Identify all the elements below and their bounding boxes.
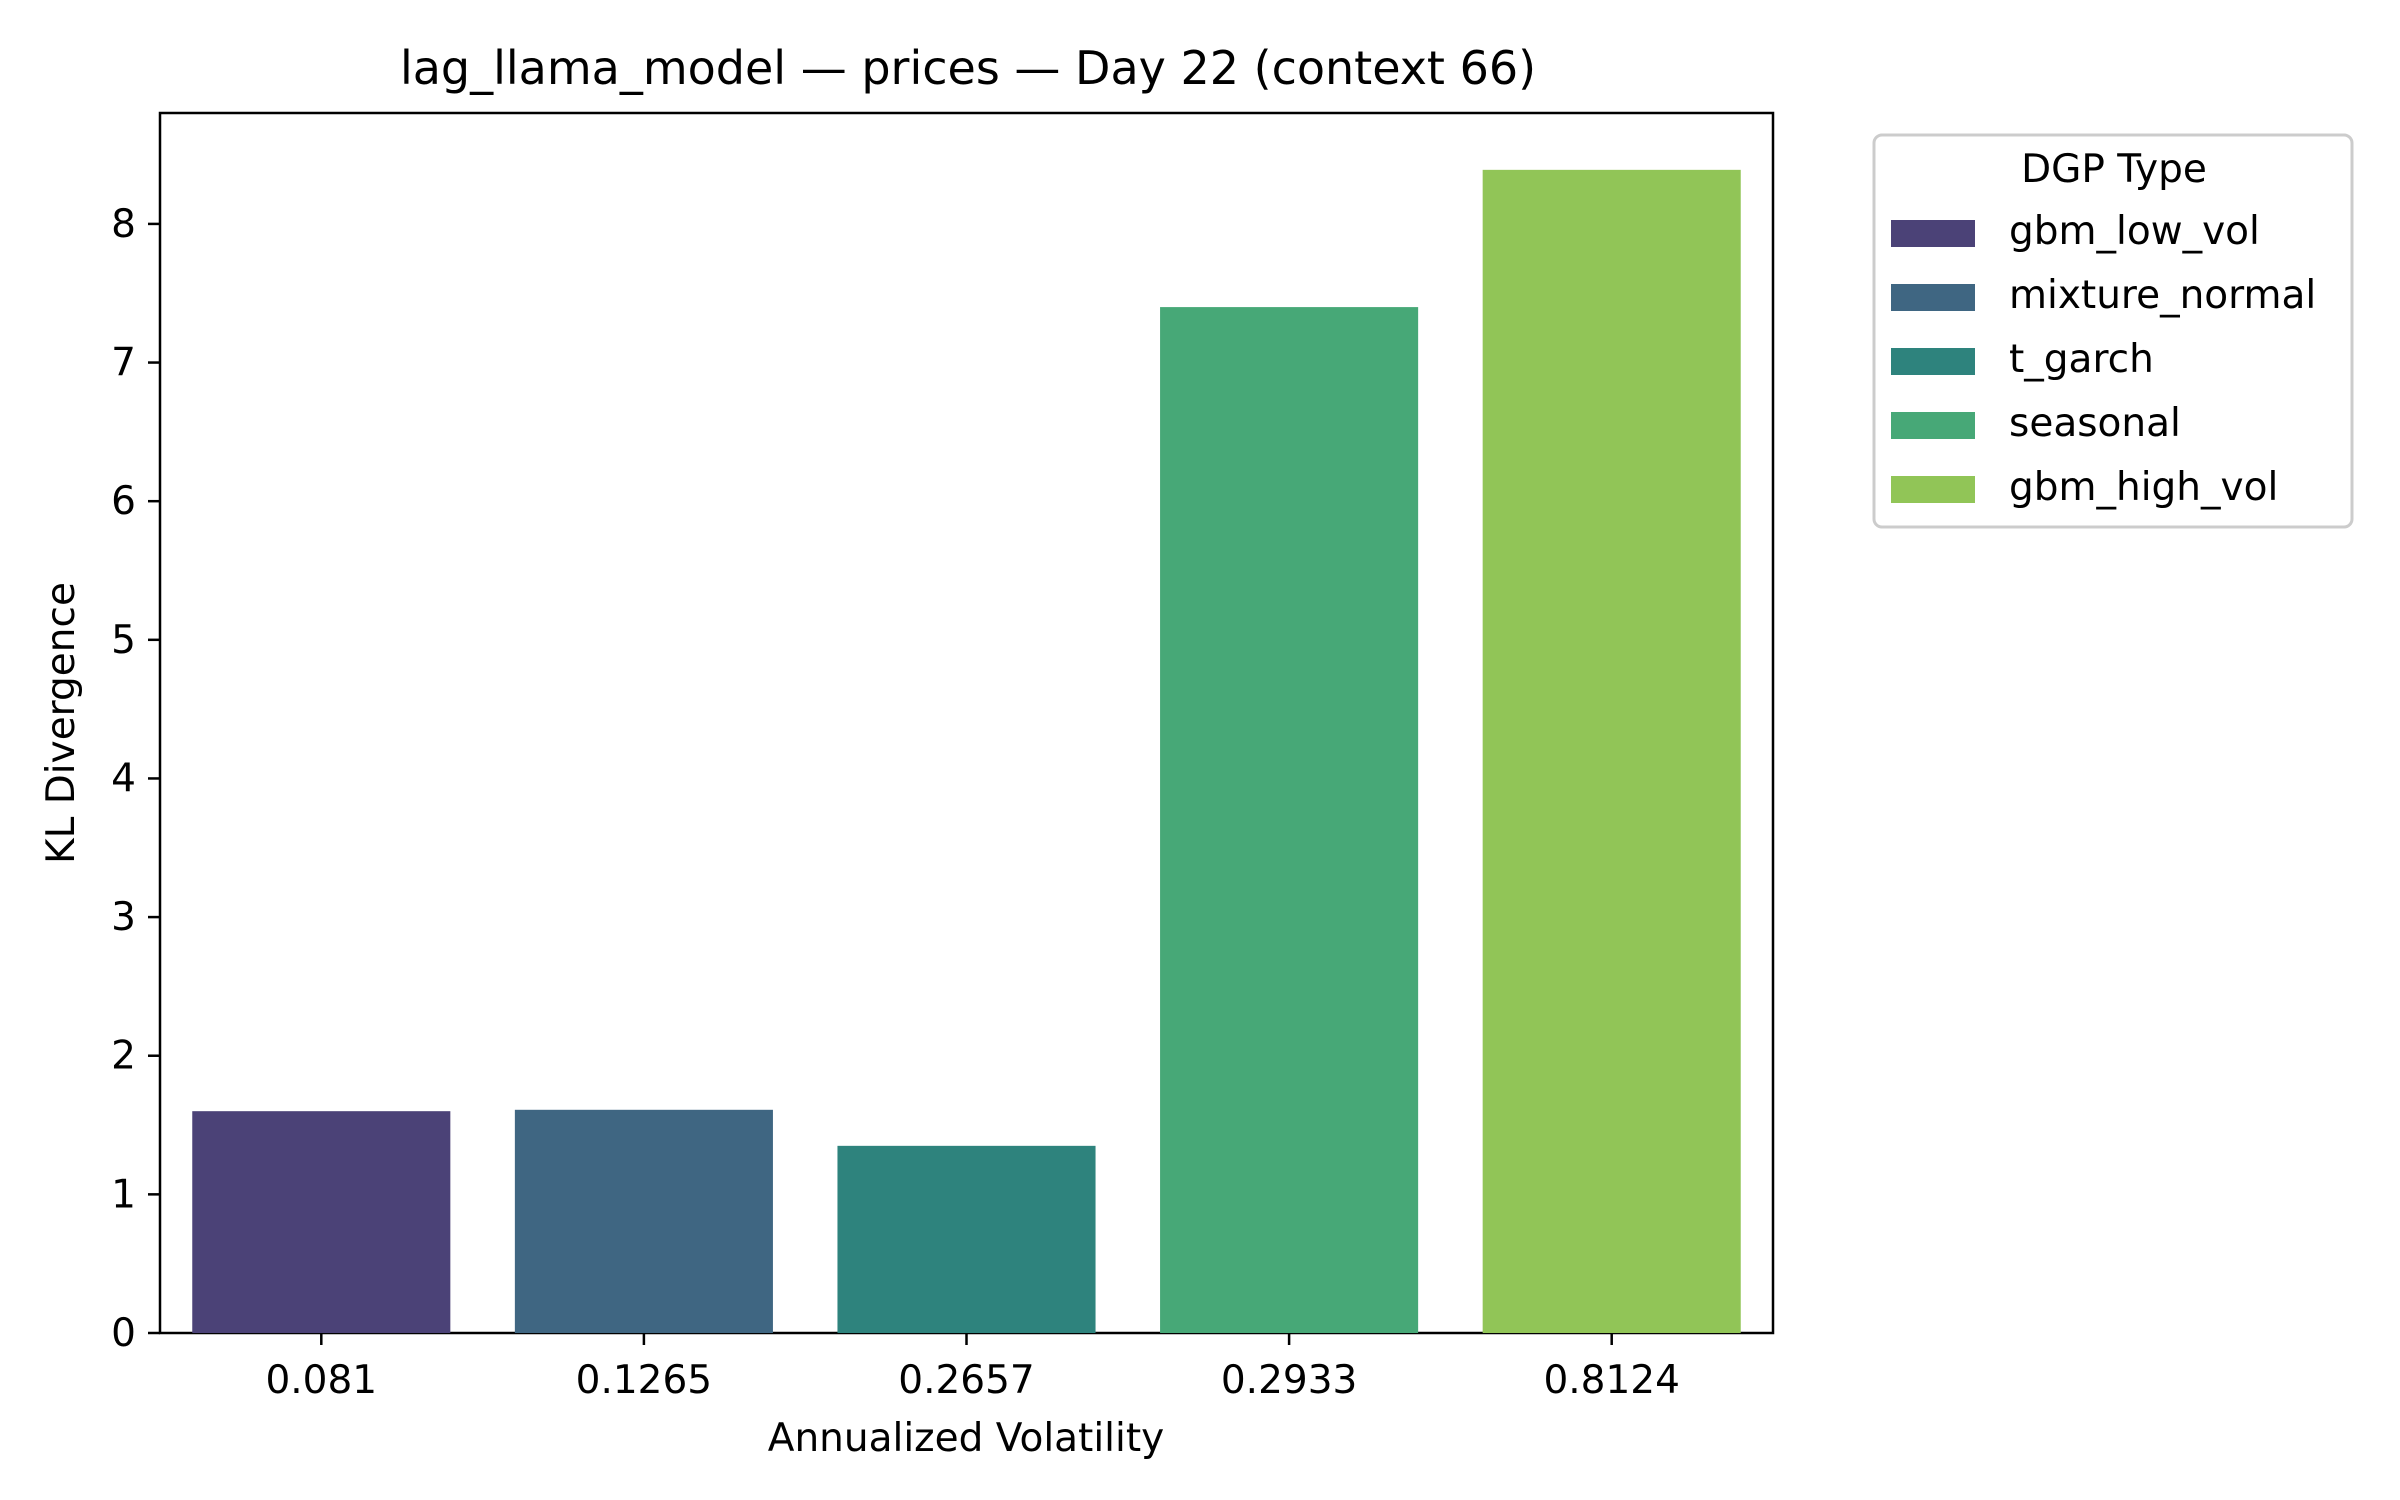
y-axis: 0 1 2 3 4 5 6 7 8: [111, 202, 160, 1356]
legend-label-t-garch: t_garch: [2009, 337, 2154, 382]
bar-mixture-normal: [514, 1109, 773, 1333]
legend-items: gbm_low_vol mixture_normal t_garch seasonal…: [1891, 209, 2316, 510]
legend-label-seasonal: seasonal: [2009, 401, 2181, 446]
legend-label-gbm-high-vol: gbm_high_vol: [2009, 465, 2278, 510]
x-tick-label: 0.2933: [1221, 1358, 1357, 1403]
bar-seasonal: [1160, 307, 1419, 1334]
x-tick-label: 0.1265: [576, 1358, 712, 1403]
y-tick-label: 7: [111, 341, 136, 386]
x-axis-label: Annualized Volatility: [768, 1416, 1164, 1461]
y-tick-label: 3: [111, 895, 136, 940]
legend-swatch-gbm-high-vol: [1891, 476, 1975, 503]
bar-gbm-high-vol: [1482, 169, 1741, 1334]
y-tick-label: 6: [111, 479, 136, 524]
y-tick-label: 5: [111, 618, 136, 663]
x-tick-label: 0.081: [265, 1358, 377, 1403]
legend-box: [1872, 133, 2354, 529]
legend-swatch-t-garch: [1891, 348, 1975, 375]
legend-swatch-seasonal: [1891, 412, 1975, 439]
legend-swatch-gbm-low-vol: [1891, 220, 1975, 247]
y-tick-label: 4: [111, 756, 136, 801]
x-tick-label: 0.8124: [1543, 1358, 1679, 1403]
x-tick-label: 0.2657: [898, 1358, 1034, 1403]
y-tick-label: 0: [111, 1311, 136, 1356]
y-axis-label: KL Divergence: [39, 582, 84, 864]
bars-group: [192, 169, 1741, 1334]
legend: DGP Type gbm_low_vol mixture_normal t_garc…: [1872, 133, 2354, 529]
legend-label-gbm-low-vol: gbm_low_vol: [2009, 209, 2260, 254]
x-axis: 0.081 0.1265 0.2657 0.2933 0.8124: [265, 1333, 1680, 1403]
legend-swatch-mixture-normal: [1891, 284, 1975, 311]
bar-t-garch: [837, 1145, 1096, 1333]
legend-label-mixture-normal: mixture_normal: [2009, 273, 2316, 318]
chart-title: lag_llama_model — prices — Day 22 (conte…: [400, 41, 1536, 95]
y-tick-label: 1: [111, 1172, 136, 1217]
legend-title: DGP Type: [2021, 147, 2207, 192]
y-tick-label: 2: [111, 1034, 136, 1079]
y-tick-label: 8: [111, 202, 136, 247]
bar-gbm-low-vol: [192, 1111, 451, 1333]
